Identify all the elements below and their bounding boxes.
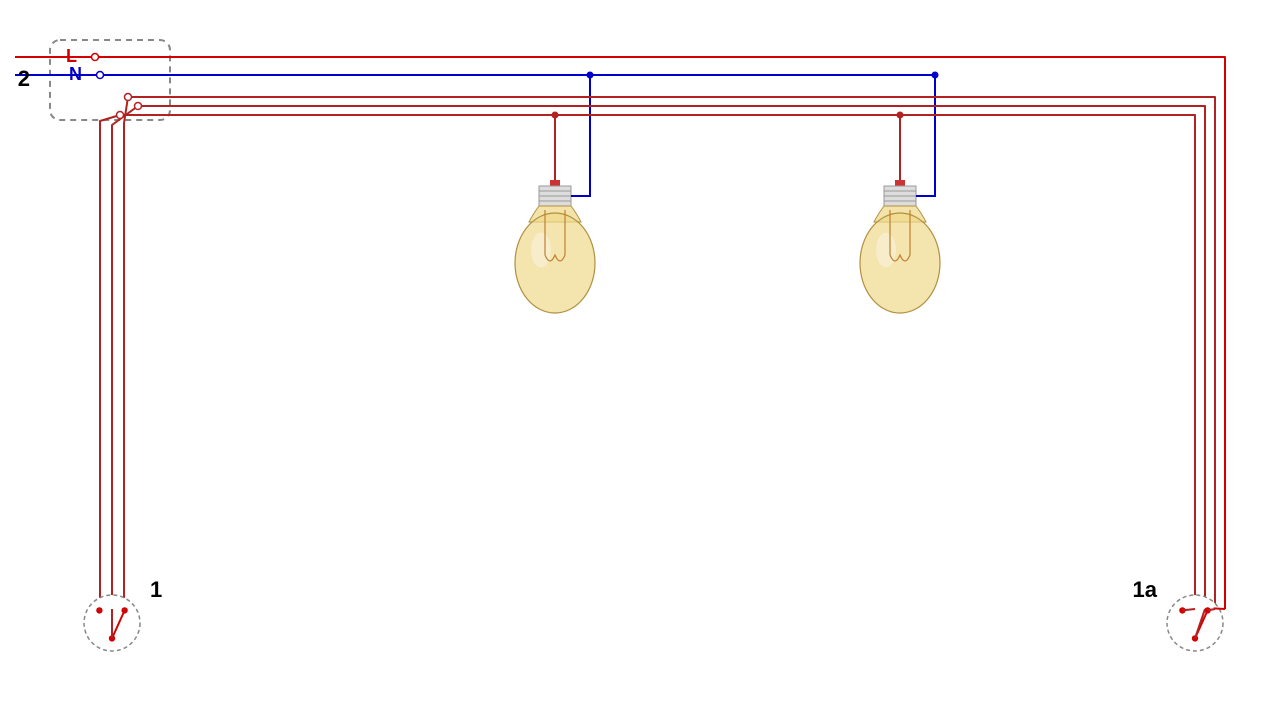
neutral-label: N <box>69 64 82 84</box>
live-label: L <box>66 46 77 66</box>
wiring-diagram: 1 1a LN 2 <box>0 0 1280 720</box>
light-bulb-icon <box>515 180 595 313</box>
switch-right <box>1167 595 1223 651</box>
switch-left-label: 1 <box>150 577 162 602</box>
light-bulb-icon <box>860 180 940 313</box>
junction-box-label: 2 <box>18 66 30 91</box>
switch-right-label: 1a <box>1133 577 1158 602</box>
